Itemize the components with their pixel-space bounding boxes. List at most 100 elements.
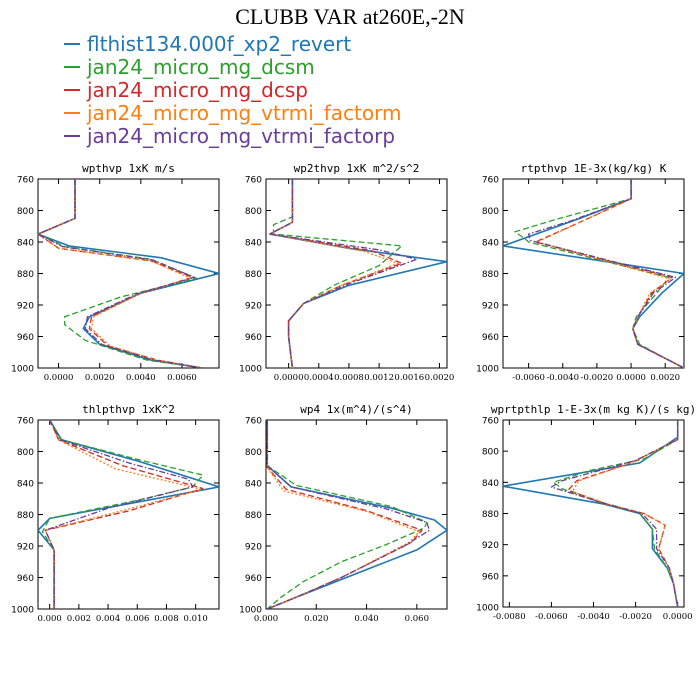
x-tick-label: 0.0020 — [650, 373, 680, 383]
figure-title: CLUBB VAR at260E,-2N — [235, 4, 465, 29]
x-tick-label: 0.0020 — [85, 373, 115, 383]
y-tick-label: 1000 — [476, 604, 499, 614]
subplot-4: thlpthvp 1xK^2 760 800 840 880 920 960 1000 0.00… — [11, 403, 220, 624]
legend-item: jan24_micro_mg_dcsm — [64, 54, 401, 79]
subplot-title: thlpthvp 1xK^2 — [82, 403, 175, 416]
series-line-5 — [269, 179, 418, 368]
y-tick-label: 1000 — [239, 365, 262, 375]
y-tick-label: 880 — [245, 511, 262, 521]
y-tick-label: 920 — [17, 302, 34, 312]
legend-label: jan24_micro_mg_vtrmi_factorp — [87, 123, 396, 148]
y-tick-label: 960 — [17, 574, 34, 584]
x-tick-label: 0.0004 — [304, 373, 334, 383]
series-line-5 — [44, 420, 194, 609]
x-tick-label: -0.0080 — [493, 612, 526, 622]
series-line-1 — [38, 179, 219, 368]
y-tick-label: 1000 — [476, 365, 499, 375]
legend-swatch — [64, 134, 80, 137]
subplot-2: wp2thvp 1xK m^2/s^2 760 800 840 880 920 960 100… — [239, 162, 454, 383]
y-tick-label: 920 — [482, 541, 499, 551]
x-tick-label: 0.004 — [96, 614, 120, 624]
y-tick-label: 1000 — [11, 606, 34, 616]
subplot-5: wp4 1x(m^4)/(s^4)76080084088092096010000… — [239, 403, 448, 624]
x-tick-label: -0.0040 — [577, 612, 610, 622]
x-tick-label: 0.0000 — [274, 373, 304, 383]
legend-swatch — [64, 42, 80, 45]
y-tick-label: 840 — [482, 479, 499, 489]
plot-frame — [37, 419, 220, 610]
y-tick-label: 1000 — [11, 365, 34, 375]
legend-label: jan24_micro_mg_dcsm — [87, 54, 315, 79]
x-tick-label: -0.0060 — [535, 612, 568, 622]
series-line-1 — [269, 179, 447, 368]
x-tick-label: -0.0020 — [581, 373, 614, 383]
y-tick-label: 840 — [245, 239, 262, 249]
y-tick-label: 760 — [482, 417, 499, 427]
y-tick-label: 760 — [482, 176, 499, 186]
series-line-2 — [514, 179, 684, 368]
series-line-2 — [552, 420, 679, 607]
y-tick-label: 840 — [245, 480, 262, 490]
y-tick-label: 800 — [245, 448, 262, 458]
series-line-1 — [503, 179, 684, 368]
y-tick-label: 880 — [482, 510, 499, 520]
subplot-1: wpthvp 1xK m/s 760 800 840 880 920 960 1000 0.00… — [11, 162, 220, 383]
x-tick-label: 0.000 — [38, 614, 62, 624]
y-tick-label: 880 — [245, 270, 262, 280]
y-tick-label: 800 — [245, 207, 262, 217]
subplot-title: wpthvp 1xK m/s — [82, 162, 175, 175]
y-tick-label: 960 — [17, 333, 34, 343]
y-tick-label: 800 — [482, 207, 499, 217]
series-line-5 — [550, 420, 679, 607]
x-tick-label: 0.0000 — [616, 373, 646, 383]
y-tick-label: 960 — [245, 574, 262, 584]
y-tick-label: 760 — [17, 176, 34, 186]
y-tick-label: 920 — [482, 302, 499, 312]
x-tick-label: 0.0020 — [425, 373, 455, 383]
y-tick-label: 760 — [245, 417, 262, 427]
legend-swatch — [64, 65, 80, 68]
y-tick-label: 800 — [17, 448, 34, 458]
y-tick-label: 920 — [17, 543, 34, 553]
x-tick-label: 0.006 — [125, 614, 149, 624]
x-tick-label: -0.0060 — [512, 373, 545, 383]
x-tick-label: 0.0040 — [126, 373, 156, 383]
x-tick-label: 0.008 — [154, 614, 178, 624]
y-tick-label: 800 — [482, 448, 499, 458]
y-tick-label: 840 — [17, 480, 34, 490]
series-line-4 — [266, 420, 420, 609]
plot-frame — [37, 178, 220, 369]
x-tick-label: 0.0060 — [167, 373, 197, 383]
x-tick-label: 0.0000 — [44, 373, 74, 383]
x-tick-label: 0.040 — [354, 614, 378, 624]
series-line-4 — [38, 179, 203, 368]
y-tick-label: 1000 — [239, 606, 262, 616]
legend-label: jan24_micro_mg_vtrmi_factorm — [87, 100, 402, 125]
series-line-3 — [38, 179, 203, 368]
y-tick-label: 920 — [245, 543, 262, 553]
y-tick-label: 840 — [482, 239, 499, 249]
x-tick-label: 0.060 — [405, 614, 429, 624]
subplot-6: wprtpthlp 1-E-3x(m kg K)/(s kg)760 800 840… — [476, 403, 696, 622]
x-tick-label: 0.000 — [254, 614, 278, 624]
y-tick-label: 920 — [245, 302, 262, 312]
x-tick-label: -0.0040 — [546, 373, 579, 383]
series-line-2 — [272, 179, 403, 368]
x-tick-label: -0.0020 — [619, 612, 652, 622]
y-tick-label: 960 — [245, 333, 262, 343]
legend: flthist134.000f_xp2_revert jan24_micro_m… — [64, 32, 402, 148]
x-tick-label: 0.002 — [67, 614, 91, 624]
series-line-3 — [266, 420, 423, 609]
x-tick-label: 0.010 — [183, 614, 207, 624]
series-line-4 — [269, 179, 399, 368]
subplot-3: rtpthvp 1E-3x(kg/kg) K 760 800 840 880 920 960… — [476, 162, 685, 383]
x-tick-label: 0.0000 — [663, 612, 693, 622]
series-line-1 — [38, 420, 219, 609]
y-tick-label: 880 — [17, 270, 34, 280]
y-tick-label: 760 — [17, 417, 34, 427]
plot-frame — [502, 419, 685, 608]
y-tick-label: 960 — [482, 572, 499, 582]
legend-swatch — [64, 88, 80, 91]
series-line-2 — [38, 179, 203, 368]
